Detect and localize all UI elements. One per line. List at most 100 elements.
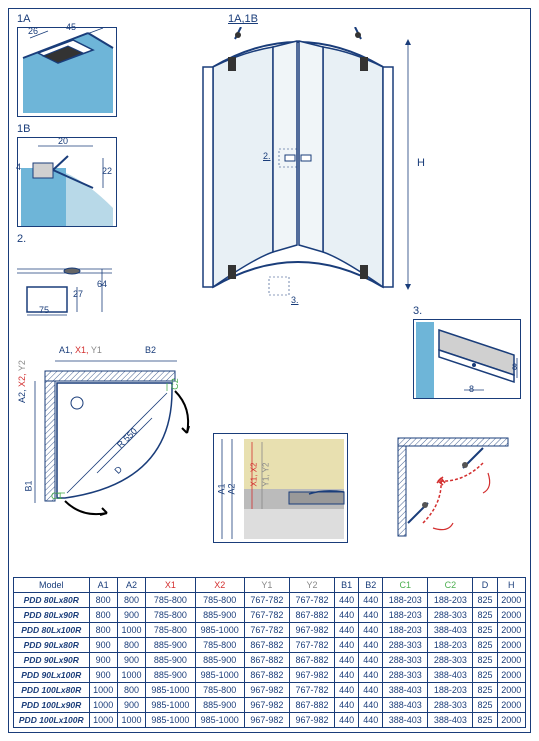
cell-b2: 440 <box>359 638 383 653</box>
cell-y2: 967-982 <box>289 668 334 683</box>
cell-a1: 900 <box>89 653 117 668</box>
cell-model: PDD 100Lx100R <box>14 713 90 728</box>
cell-x1: 785-800 <box>146 593 195 608</box>
cell-c1: 188-203 <box>383 623 428 638</box>
cell-a1: 900 <box>89 668 117 683</box>
cell-d: 825 <box>473 683 497 698</box>
detail-3: 8 8 <box>413 319 521 399</box>
cell-x2: 985-1000 <box>195 713 244 728</box>
cell-model: PDD 80Lx80R <box>14 593 90 608</box>
cell-b1: 440 <box>335 683 359 698</box>
cell-model: PDD 90Lx80R <box>14 638 90 653</box>
cell-y2: 867-882 <box>289 698 334 713</box>
th-x1: X1 <box>146 578 195 593</box>
cell-y1: 867-882 <box>244 638 289 653</box>
table-row: PDD 80Lx100R8001000785-800985-1000767-78… <box>14 623 526 638</box>
cell-c1: 288-303 <box>383 668 428 683</box>
cell-model: PDD 80Lx90R <box>14 608 90 623</box>
handle-ref: 2. <box>263 151 271 161</box>
cell-y1: 767-782 <box>244 623 289 638</box>
th-h: H <box>497 578 525 593</box>
cell-d: 825 <box>473 638 497 653</box>
cell-y2: 767-782 <box>289 638 334 653</box>
cell-x1: 785-800 <box>146 623 195 638</box>
cell-c2: 388-403 <box>428 668 473 683</box>
cell-c1: 288-303 <box>383 638 428 653</box>
table-header-row: Model A1 A2 X1 X2 Y1 Y2 B1 B2 C1 C2 D H <box>14 578 526 593</box>
dim-22: 22 <box>102 166 112 176</box>
table-row: PDD 100Lx90R1000900985-1000885-900967-98… <box>14 698 526 713</box>
cell-a2: 800 <box>117 593 145 608</box>
cell-x2: 785-800 <box>195 683 244 698</box>
cell-c1: 388-403 <box>383 698 428 713</box>
detail-1a: 26 45 <box>17 27 117 117</box>
detail-1b: 20 22 4 <box>17 137 117 227</box>
cell-b1: 440 <box>335 623 359 638</box>
cell-a2: 800 <box>117 683 145 698</box>
cell-a2: 1000 <box>117 713 145 728</box>
cell-a2: 900 <box>117 698 145 713</box>
cell-x1: 885-900 <box>146 653 195 668</box>
dim-45: 45 <box>66 22 76 32</box>
th-a1: A1 <box>89 578 117 593</box>
th-d: D <box>473 578 497 593</box>
cell-y1: 967-982 <box>244 698 289 713</box>
cell-y1: 767-782 <box>244 608 289 623</box>
cell-d: 825 <box>473 698 497 713</box>
cell-c2: 188-203 <box>428 683 473 698</box>
cell-h: 2000 <box>497 623 525 638</box>
cell-b1: 440 <box>335 698 359 713</box>
cell-x2: 985-1000 <box>195 623 244 638</box>
th-b1: B1 <box>335 578 359 593</box>
cell-x1: 985-1000 <box>146 713 195 728</box>
cell-y2: 967-982 <box>289 713 334 728</box>
cell-h: 2000 <box>497 683 525 698</box>
bottom-ref: 3. <box>291 295 299 305</box>
dim-27: 27 <box>73 289 83 299</box>
cell-c1: 388-403 <box>383 683 428 698</box>
cell-y1: 867-882 <box>244 653 289 668</box>
plan-section: A1 A2 X1, X2 Y1, Y2 <box>213 433 348 543</box>
cell-x1: 885-900 <box>146 638 195 653</box>
cell-h: 2000 <box>497 593 525 608</box>
cell-c2: 288-303 <box>428 698 473 713</box>
cell-h: 2000 <box>497 698 525 713</box>
label-1a: 1A <box>17 13 30 25</box>
cell-b1: 440 <box>335 638 359 653</box>
cell-a1: 800 <box>89 593 117 608</box>
cell-b2: 440 <box>359 668 383 683</box>
cell-model: PDD 100Lx90R <box>14 698 90 713</box>
cell-c1: 288-303 <box>383 653 428 668</box>
cell-b1: 440 <box>335 653 359 668</box>
cell-h: 2000 <box>497 713 525 728</box>
label-1b: 1B <box>17 123 30 135</box>
table-row: PDD 80Lx90R800900785-800885-900767-78286… <box>14 608 526 623</box>
top-view-dims: A1, X1, Y1 B2 A2, X2, Y2 B1 C1 C2 R 550 … <box>17 343 202 533</box>
cell-x2: 785-800 <box>195 593 244 608</box>
table-row: PDD 90Lx90R900900885-900885-900867-88286… <box>14 653 526 668</box>
th-x2: X2 <box>195 578 244 593</box>
dim-8b: 8 <box>512 362 517 372</box>
cell-y1: 767-782 <box>244 593 289 608</box>
th-y2: Y2 <box>289 578 334 593</box>
cell-b2: 440 <box>359 608 383 623</box>
dim-4: 4 <box>16 162 21 172</box>
cell-x2: 985-1000 <box>195 668 244 683</box>
cell-a1: 1000 <box>89 683 117 698</box>
cell-b2: 440 <box>359 698 383 713</box>
cell-d: 825 <box>473 653 497 668</box>
table-row: PDD 100Lx100R10001000985-1000985-1000967… <box>14 713 526 728</box>
dim-8a: 8 <box>469 384 474 394</box>
label-top-ref: 1A,1B <box>228 13 258 25</box>
cell-model: PDD 90Lx90R <box>14 653 90 668</box>
cell-a2: 900 <box>117 608 145 623</box>
th-model: Model <box>14 578 90 593</box>
table-row: PDD 90Lx100R9001000885-900985-1000867-88… <box>14 668 526 683</box>
cell-a1: 800 <box>89 623 117 638</box>
cell-c2: 188-203 <box>428 593 473 608</box>
cell-y2: 867-882 <box>289 653 334 668</box>
cell-c2: 288-303 <box>428 608 473 623</box>
cell-b1: 440 <box>335 668 359 683</box>
table-row: PDD 80Lx80R800800785-800785-800767-78276… <box>14 593 526 608</box>
cell-y1: 967-982 <box>244 683 289 698</box>
